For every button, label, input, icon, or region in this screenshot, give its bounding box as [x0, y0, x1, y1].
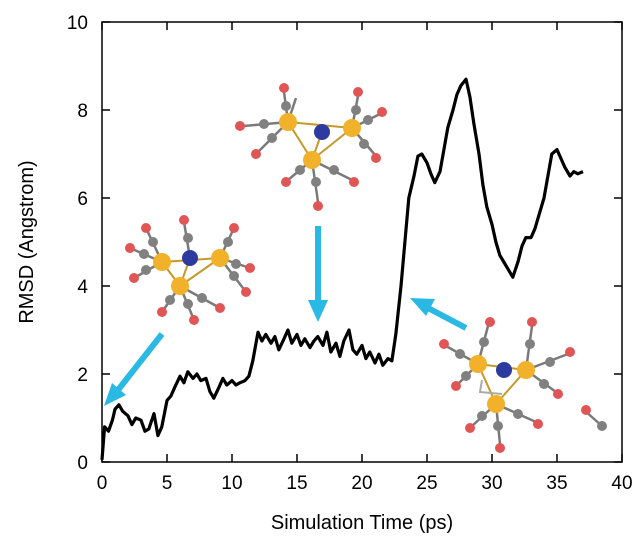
y-tick-label: 2: [77, 365, 88, 386]
y-axis-title: RMSD (Angstrom): [16, 160, 38, 323]
x-tick-label: 20: [351, 473, 372, 494]
y-tick-label: 6: [77, 189, 88, 210]
molecule-illustration-2: [235, 83, 387, 211]
x-axis-title: Simulation Time (ps): [271, 512, 453, 534]
arrow-middle: [308, 226, 328, 322]
x-tick-label: 25: [416, 473, 437, 494]
axis-tick-labels: 0 5 10 15 20 25 30 35 40 0 2 4 6 8 10: [67, 13, 633, 494]
y-tick-label: 0: [77, 453, 88, 474]
molecule-illustration-1: [125, 215, 255, 325]
rmsd-series-line: [100, 77, 584, 460]
y-tick-label: 8: [77, 101, 88, 122]
axis-ticks: [101, 21, 623, 463]
y-tick-label: 10: [67, 13, 88, 34]
plot-frame: [101, 21, 623, 463]
y-tick-label: 4: [77, 277, 88, 298]
x-tick-label: 35: [546, 473, 567, 494]
x-tick-label: 5: [162, 473, 173, 494]
molecule-illustration-3: [439, 317, 607, 453]
x-tick-label: 10: [221, 473, 242, 494]
x-tick-label: 40: [611, 473, 632, 494]
x-tick-label: 30: [481, 473, 502, 494]
arrow-right: [410, 298, 468, 331]
arrow-left: [104, 332, 165, 406]
x-tick-label: 15: [286, 473, 307, 494]
x-tick-label: 0: [97, 473, 108, 494]
